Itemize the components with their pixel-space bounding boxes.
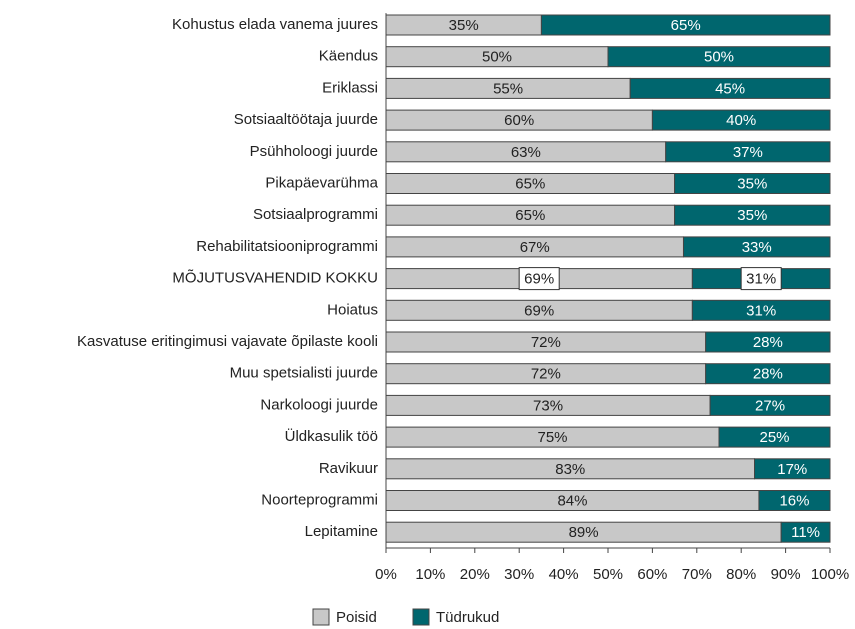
legend-label: Poisid (336, 609, 377, 626)
bar-segment (758, 490, 831, 511)
data-label: 33% (742, 239, 772, 256)
data-label: 31% (746, 271, 776, 288)
data-label: 50% (482, 49, 512, 66)
data-label: 50% (704, 49, 734, 66)
data-label: 35% (737, 207, 767, 224)
data-label: 89% (569, 524, 599, 541)
data-label: 45% (715, 80, 745, 97)
data-label: 55% (493, 80, 523, 97)
bar-segment (651, 109, 831, 131)
data-label: 31% (746, 302, 776, 319)
data-label: 84% (557, 492, 587, 509)
legend-swatch (312, 608, 330, 626)
legend-swatch (412, 608, 430, 626)
data-label: 17% (777, 461, 807, 478)
data-label: 60% (504, 112, 534, 129)
data-label: 83% (555, 461, 585, 478)
x-tick-label: 60% (637, 566, 667, 583)
data-label: 65% (515, 175, 545, 192)
data-label: 28% (753, 334, 783, 351)
bar-segment (674, 204, 831, 226)
x-tick-label: 20% (460, 566, 490, 583)
y-tick-label: Eriklassi (322, 79, 378, 96)
data-label: 72% (531, 366, 561, 383)
y-tick-label: Lepitamine (305, 523, 378, 540)
y-tick-label: Rehabilitatsiooniprogrammi (196, 238, 378, 255)
y-tick-label: Sotsiaaltöötaja juurde (234, 111, 378, 128)
x-tick-label: 80% (726, 566, 756, 583)
bar-segment (607, 46, 831, 68)
y-tick-label: Kasvatuse eritingimusi vajavate õpilaste… (77, 333, 378, 350)
x-tick-label: 70% (682, 566, 712, 583)
data-label: 37% (733, 144, 763, 161)
bar-segment (705, 363, 831, 385)
label-box (740, 267, 782, 291)
data-label: 40% (726, 112, 756, 129)
y-tick-label: Käendus (319, 48, 378, 65)
x-tick-label: 10% (415, 566, 445, 583)
x-tick-label: 30% (504, 566, 534, 583)
y-tick-label: Noorteprogrammi (261, 491, 378, 508)
y-tick-label: Muu spetsialisti juurde (230, 365, 378, 382)
data-label: 28% (753, 366, 783, 383)
y-tick-label: Narkoloogi juurde (260, 396, 378, 413)
y-tick-label: Pikapäevarühma (265, 174, 378, 191)
bar-segment (682, 236, 831, 258)
bar-segment (691, 299, 831, 321)
data-label: 72% (531, 334, 561, 351)
y-tick-label: Psühholoogi juurde (250, 143, 378, 160)
legend-label: Tüdrukud (436, 609, 499, 626)
bar-segment (629, 77, 831, 99)
y-tick-label: Kohustus elada vanema juures (172, 16, 378, 33)
data-label: 67% (520, 239, 550, 256)
x-tick-label: 50% (593, 566, 623, 583)
bar-segment (780, 521, 831, 543)
x-tick-label: 40% (549, 566, 579, 583)
data-label: 16% (779, 492, 809, 509)
y-tick-label: Üldkasulik töö (285, 427, 378, 445)
x-tick-label: 90% (771, 566, 801, 583)
bar-segment (705, 331, 831, 353)
data-label: 73% (533, 397, 563, 414)
bar-segment (718, 426, 831, 448)
data-label: 25% (759, 429, 789, 446)
x-tick-label: 100% (811, 566, 849, 583)
y-tick-label: Sotsiaalprogrammi (253, 206, 378, 223)
data-label: 65% (515, 207, 545, 224)
label-box (518, 267, 560, 291)
data-label: 69% (524, 271, 554, 288)
data-label: 35% (449, 17, 479, 34)
data-label: 27% (755, 397, 785, 414)
bar-segment (540, 14, 831, 36)
data-label: 11% (791, 524, 820, 541)
bar-segment (665, 141, 831, 163)
data-label: 65% (671, 17, 701, 34)
y-tick-label: MÕJUTUSVAHENDID KOKKU (172, 270, 378, 287)
x-tick-label: 0% (375, 566, 397, 583)
bar-segment (709, 394, 831, 416)
bar-segment (754, 458, 831, 480)
bar-segment (674, 173, 831, 194)
y-tick-label: Ravikuur (319, 460, 378, 477)
data-label: 69% (524, 302, 554, 319)
data-label: 35% (737, 175, 767, 192)
y-tick-label: Hoiatus (327, 301, 378, 318)
data-label: 75% (537, 429, 567, 446)
data-label: 63% (511, 144, 541, 161)
